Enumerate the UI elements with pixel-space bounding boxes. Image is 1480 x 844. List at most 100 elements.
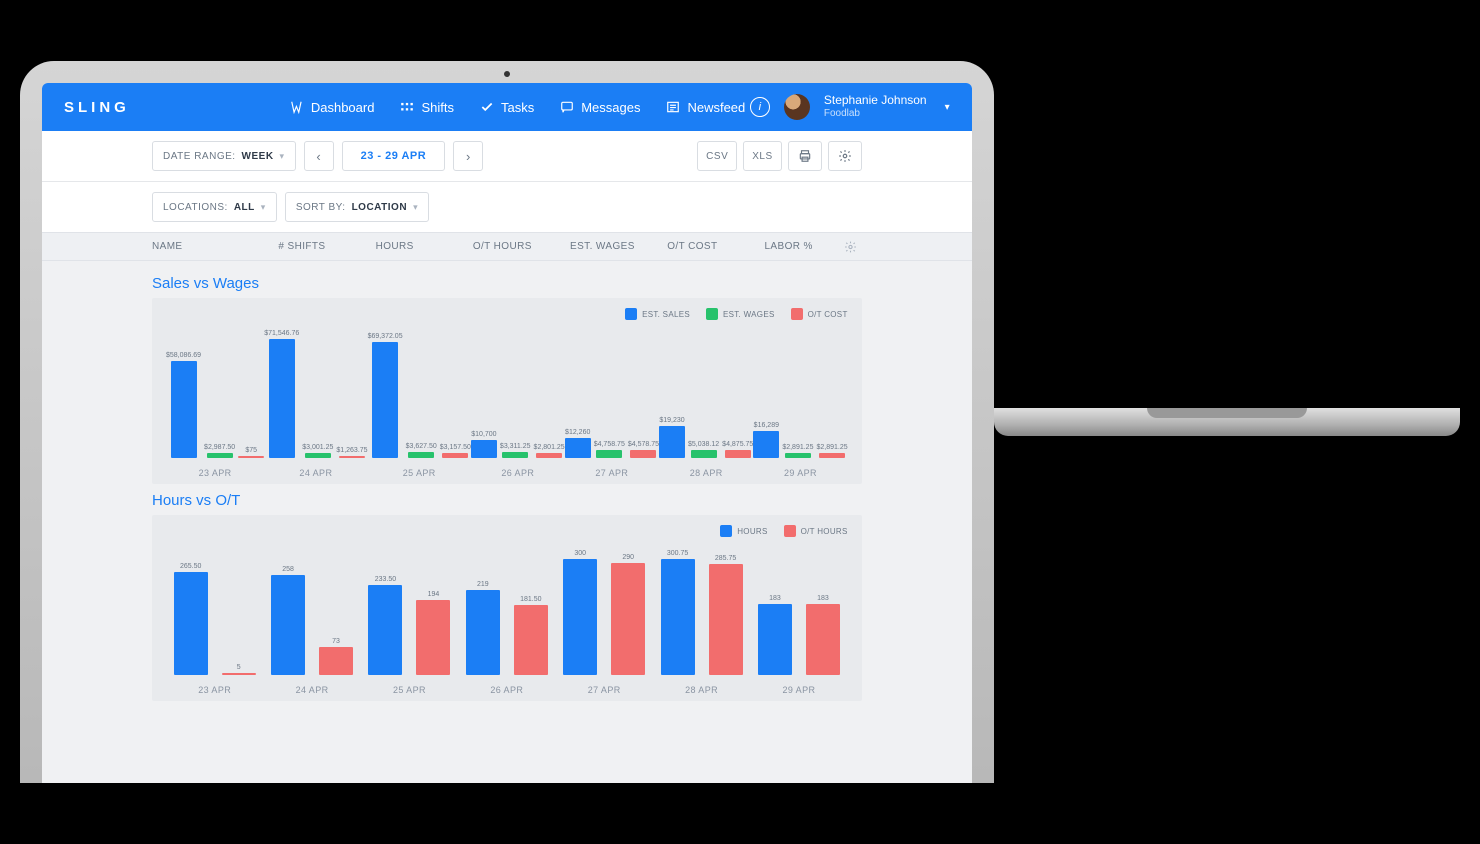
column-header[interactable]: NAME xyxy=(152,241,278,252)
nav-messages[interactable]: Messages xyxy=(560,100,640,115)
chart-x-label: 29 APR xyxy=(784,468,817,478)
chart-x-label: 28 APR xyxy=(685,685,718,695)
chart-bar xyxy=(238,456,264,458)
chart-bar xyxy=(819,453,845,458)
gear-icon xyxy=(844,240,857,253)
bar-value-label: $5,038.12 xyxy=(688,441,719,448)
chevron-down-icon: ▾ xyxy=(280,151,285,162)
legend-item: O/T HOURS xyxy=(784,525,848,537)
locations-filter[interactable]: LOCATIONS: ALL ▾ xyxy=(152,192,277,222)
chart-bar xyxy=(416,600,450,675)
bar-value-label: $10,700 xyxy=(471,431,496,438)
user-menu[interactable]: Stephanie Johnson Foodlab xyxy=(824,94,927,119)
chevron-down-icon: ▾ xyxy=(413,202,418,213)
bar-value-label: $19,230 xyxy=(659,417,684,424)
column-header[interactable]: O/T COST xyxy=(667,241,764,252)
bar-value-label: 290 xyxy=(622,554,634,561)
chart-x-label: 23 APR xyxy=(199,468,232,478)
tasks-icon xyxy=(480,100,494,114)
print-button[interactable] xyxy=(788,141,822,171)
chart-bar xyxy=(785,453,811,458)
bar-value-label: $3,001.25 xyxy=(302,444,333,451)
filters-row: LOCATIONS: ALL ▾ SORT BY: LOCATION ▾ xyxy=(42,182,972,232)
locations-value: ALL xyxy=(234,202,255,213)
bar-value-label: 5 xyxy=(237,664,241,671)
chart-bar xyxy=(630,450,656,458)
chart-bar xyxy=(339,456,365,458)
nav-newsfeed[interactable]: Newsfeed xyxy=(666,100,745,115)
chart-day-group: 30029027 APR xyxy=(556,545,653,695)
bar-value-label: $2,801.25 xyxy=(534,444,565,451)
column-header[interactable]: O/T HOURS xyxy=(473,241,570,252)
info-icon[interactable]: i xyxy=(750,97,770,117)
nav-shifts[interactable]: Shifts xyxy=(400,100,454,115)
bar-value-label: $12,260 xyxy=(565,429,590,436)
chart-bar xyxy=(471,440,497,458)
legend-item: EST. SALES xyxy=(625,308,690,320)
sort-value: LOCATION xyxy=(352,202,407,213)
chart-bar xyxy=(758,604,792,675)
prev-period-button[interactable]: ‹ xyxy=(304,141,334,171)
chart-x-label: 24 APR xyxy=(299,468,332,478)
date-range-value: WEEK xyxy=(242,151,274,162)
bar-value-label: 183 xyxy=(769,595,781,602)
chart-bar xyxy=(565,438,591,458)
table-header: NAME# SHIFTSHOURSO/T HOURSEST. WAGESO/T … xyxy=(42,232,972,261)
locations-label: LOCATIONS: xyxy=(163,202,228,213)
bar-value-label: 183 xyxy=(817,595,829,602)
chart2-title: Hours vs O/T xyxy=(152,492,862,509)
legend-item: EST. WAGES xyxy=(706,308,775,320)
sort-label: SORT BY: xyxy=(296,202,346,213)
chart-x-label: 25 APR xyxy=(403,468,436,478)
nav-tasks[interactable]: Tasks xyxy=(480,100,534,115)
nav-label: Dashboard xyxy=(311,100,375,115)
chart-bar xyxy=(661,559,695,675)
date-display[interactable]: 23 - 29 APR xyxy=(342,141,446,171)
sales-vs-wages-chart: EST. SALES EST. WAGES O/T COST $58,086.69 $2… xyxy=(152,298,862,484)
column-header[interactable]: EST. WAGES xyxy=(570,241,667,252)
chart-bar xyxy=(466,590,500,675)
nav-dashboard[interactable]: Dashboard xyxy=(290,100,375,115)
column-header[interactable]: HOURS xyxy=(376,241,473,252)
chart-bar xyxy=(659,426,685,458)
table-settings-button[interactable] xyxy=(844,240,857,253)
legend-item: O/T COST xyxy=(791,308,848,320)
chart-bar xyxy=(596,450,622,458)
bar-value-label: $69,372.05 xyxy=(368,333,403,340)
chart-day-group: $69,372.05$3,627.50$3,157.5025 APR xyxy=(368,328,471,478)
bar-value-label: $3,627.50 xyxy=(406,443,437,450)
bar-value-label: $58,086.69 xyxy=(166,352,201,359)
chart-day-group: $10,700$3,311.25$2,801.2526 APR xyxy=(471,328,565,478)
chart-day-group: $12,260$4,758.75$4,578.7527 APR xyxy=(565,328,659,478)
chart-bar xyxy=(725,450,751,458)
chart-day-group: 219181.5026 APR xyxy=(458,545,555,695)
avatar[interactable] xyxy=(784,94,810,120)
chart-bar xyxy=(611,563,645,675)
chart-bar xyxy=(753,431,779,458)
bar-value-label: $2,891.25 xyxy=(782,444,813,451)
chart-bar xyxy=(174,572,208,675)
sort-filter[interactable]: SORT BY: LOCATION ▾ xyxy=(285,192,429,222)
bar-value-label: 219 xyxy=(477,581,489,588)
chart-bar xyxy=(806,604,840,675)
settings-button[interactable] xyxy=(828,141,862,171)
chart-day-group: 2587324 APR xyxy=(263,545,360,695)
bar-value-label: $4,758.75 xyxy=(594,441,625,448)
chevron-down-icon[interactable]: ▾ xyxy=(945,102,950,113)
chart-bar xyxy=(269,339,295,458)
bar-value-label: $71,546.76 xyxy=(264,330,299,337)
chart-bar xyxy=(319,647,353,675)
date-range-selector[interactable]: DATE RANGE: WEEK ▾ xyxy=(152,141,296,171)
chart-day-group: 265.50523 APR xyxy=(166,545,263,695)
bar-value-label: $1,263.75 xyxy=(336,447,367,454)
chart-day-group: 183 183 29 APR xyxy=(750,545,847,695)
chart-x-label: 28 APR xyxy=(690,468,723,478)
export-csv-button[interactable]: CSV xyxy=(697,141,737,171)
date-range-label: DATE RANGE: xyxy=(163,151,236,162)
export-xls-button[interactable]: XLS xyxy=(743,141,781,171)
chart-x-label: 29 APR xyxy=(782,685,815,695)
next-period-button[interactable]: › xyxy=(453,141,483,171)
column-header[interactable]: # SHIFTS xyxy=(278,241,375,252)
bar-value-label: 265.50 xyxy=(180,563,201,570)
chart-bar xyxy=(502,452,528,458)
